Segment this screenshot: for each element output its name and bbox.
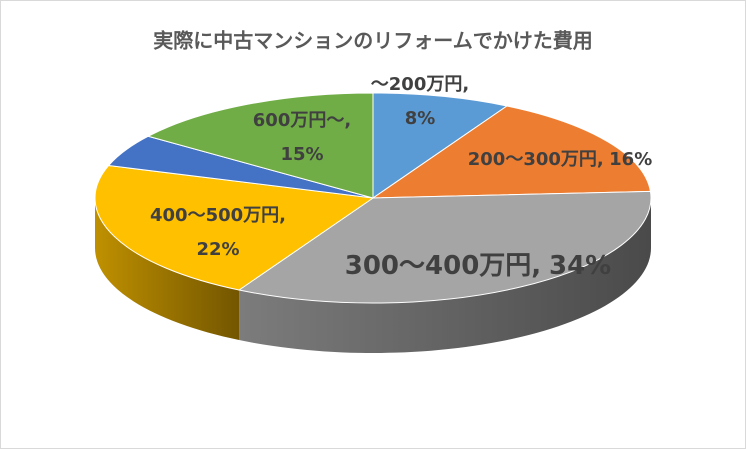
label-separator: , [531,251,541,281]
pie-tops [94,92,652,304]
label-category: 300～400万円 [345,251,532,281]
label-category: 600万円～ [253,110,345,131]
label-separator: , [344,110,351,131]
label-separator: , [462,74,469,95]
data-label: ～200万円, 8% [371,74,469,129]
chart-title: 実際に中古マンションのリフォームでかけた費用 [153,29,592,53]
label-value: 22% [196,239,239,260]
data-label: 200～300万円, 16% [468,149,652,170]
slice [371,105,652,199]
data-label: 400～500万円, 22% [150,205,286,260]
label-value: 8% [405,108,436,129]
data-label: 300～400万円, 34% [345,251,611,281]
label-category: 200～300万円 [468,149,597,170]
slice [146,92,374,199]
label-separator: , [279,205,286,226]
label-separator: , [597,149,604,170]
slice [372,92,509,199]
label-value: 16% [609,149,652,170]
label-value: 34% [549,251,611,281]
data-labels: ～200万円, 8%200～300万円, 16%300～400万円, 34%400～5… [150,74,652,281]
label-value: 15% [280,144,323,165]
data-label: 600万円～, 15% [253,110,351,165]
label-category: ～200万円 [371,74,463,95]
label-category: 400～500万円 [150,205,279,226]
slice [94,165,375,291]
slice-side [239,198,651,354]
